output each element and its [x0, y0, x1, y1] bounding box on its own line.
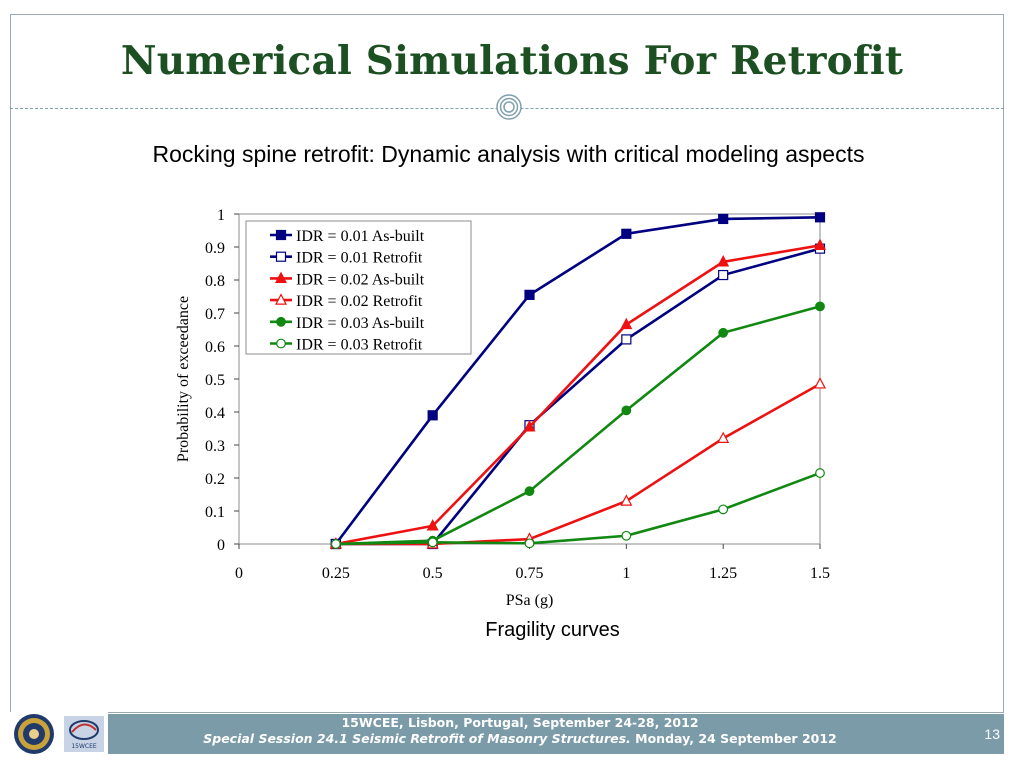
data-point: [814, 377, 826, 389]
data-point: [524, 538, 535, 549]
data-point: [718, 269, 729, 281]
footer-session-title: Special Session 24.1 Seismic Retrofit of…: [203, 731, 631, 746]
footer-session-date: Monday, 24 September 2012: [635, 731, 837, 746]
data-point: [427, 410, 438, 421]
legend-label: IDR = 0.03 Retrofit: [296, 337, 423, 354]
y-tick-label: 0.5: [205, 372, 225, 389]
x-tick-label: 0: [235, 565, 243, 582]
y-tick-label: 1: [217, 207, 225, 224]
footer-session: Special Session 24.1 Seismic Retrofit of…: [150, 731, 890, 747]
data-point: [718, 213, 729, 225]
x-tick-label: 1.25: [709, 565, 737, 582]
legend-box: [245, 220, 472, 355]
series-line-1: [334, 216, 821, 545]
data-point: [426, 519, 439, 531]
data-point: [815, 468, 825, 478]
y-tick-label: 0.7: [205, 306, 225, 323]
legend-label: IDR = 0.02 Retrofit: [296, 293, 423, 310]
data-point: [620, 317, 633, 330]
x-tick-label: 0.5: [423, 565, 443, 582]
footer-conference: 15WCEE, Lisbon, Portugal, September 24-2…: [341, 715, 699, 730]
legend-marker: [275, 251, 287, 262]
footer-text: 15WCEE, Lisbon, Portugal, September 24-2…: [150, 715, 890, 747]
legend-label: IDR = 0.01 As-built: [296, 228, 425, 245]
legend-marker: [275, 271, 287, 283]
slide-frame: [10, 14, 1004, 713]
y-tick-label: 0.6: [205, 339, 225, 356]
data-point: [718, 504, 729, 515]
y-tick-label: 0.1: [205, 504, 225, 521]
circle-ornament-icon: [496, 94, 522, 120]
y-tick-label: 0.4: [205, 405, 225, 422]
series-line-3: [335, 244, 821, 546]
data-point: [621, 228, 632, 239]
x-tick-label: 1: [622, 565, 630, 582]
data-point: [427, 537, 438, 548]
x-tick-label: 1.5: [810, 565, 830, 582]
data-point: [620, 494, 633, 506]
legend-label: IDR = 0.01 Retrofit: [296, 250, 423, 267]
y-axis-label: Probability of exceedance: [175, 296, 192, 462]
y-tick-label: 0: [217, 537, 225, 554]
data-point: [814, 212, 826, 223]
slide-subtitle: Rocking spine retrofit: Dynamic analysis…: [152, 141, 865, 167]
data-point: [717, 431, 730, 443]
data-point: [621, 405, 632, 416]
legend-label: IDR = 0.03 As-built: [296, 315, 425, 332]
slide-title: Numerical Simulations For Retrofit: [120, 38, 904, 84]
legend-label: IDR = 0.02 As-built: [296, 271, 425, 288]
legend-marker: [275, 293, 287, 305]
svg-text:15WCEE: 15WCEE: [71, 743, 97, 750]
data-point: [717, 255, 730, 267]
footer-bar: [10, 714, 1004, 754]
data-point: [814, 238, 826, 250]
y-tick-label: 0.2: [205, 471, 225, 488]
wcee-logo-icon: 15WCEE: [64, 716, 104, 752]
data-point: [524, 289, 535, 300]
data-point: [524, 486, 535, 497]
legend-marker: [275, 229, 287, 241]
series-line-5: [335, 305, 821, 546]
series-line-6: [335, 471, 821, 546]
page-number: 13: [984, 726, 1000, 742]
data-point: [621, 530, 632, 541]
legend-marker: [276, 316, 286, 327]
x-axis-label: PSa (g): [506, 592, 554, 609]
y-tick-label: 0.3: [205, 438, 225, 455]
data-point: [621, 334, 632, 345]
y-tick-label: 0.8: [205, 273, 225, 290]
x-tick-label: 0.25: [322, 565, 350, 582]
x-tick-label: 0.75: [516, 565, 544, 582]
chart-caption: Fragility curves: [485, 619, 620, 641]
data-point: [718, 327, 729, 338]
data-point: [815, 301, 825, 312]
series-line-4: [335, 382, 821, 546]
data-point: [330, 539, 341, 549]
university-seal-icon: [14, 714, 54, 754]
data-point: [523, 420, 536, 432]
y-tick-label: 0.9: [205, 240, 225, 257]
legend-marker: [276, 338, 286, 349]
